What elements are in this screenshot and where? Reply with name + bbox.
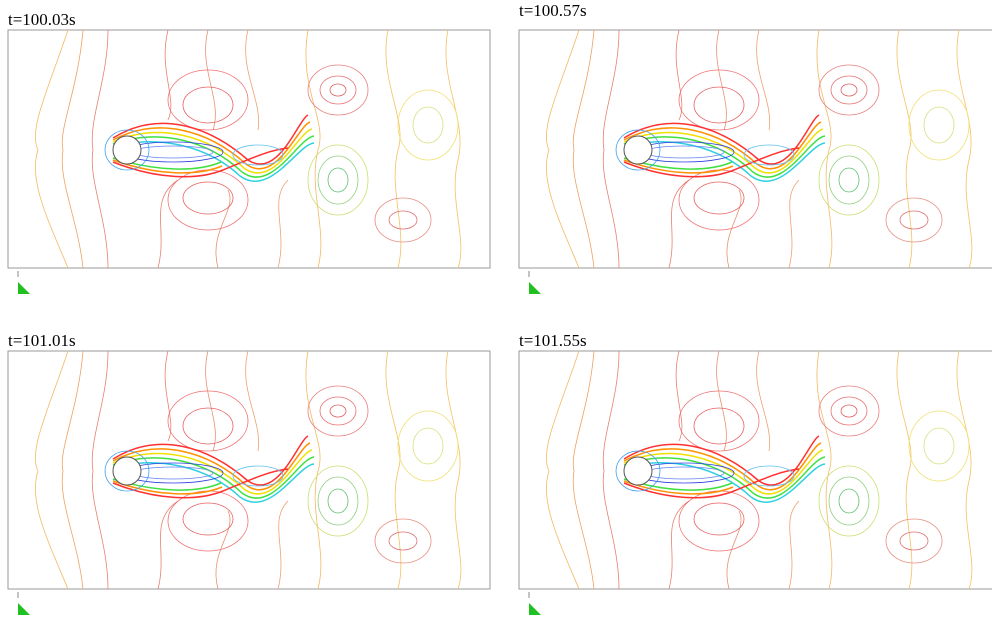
panel: t=100.03s [7,10,491,295]
panel-label: t=100.03s [8,10,76,29]
panel: t=101.55s [518,331,992,616]
contour-plot [7,350,491,616]
contour-plot [7,29,491,295]
panel: t=100.57s [518,1,992,295]
contour-plot [518,29,992,295]
panel-label: t=101.55s [519,331,587,350]
panel: t=101.01s [7,331,491,616]
contour-plot [518,350,992,616]
panel-label: t=101.01s [8,331,76,350]
panel-label: t=100.57s [519,1,587,20]
